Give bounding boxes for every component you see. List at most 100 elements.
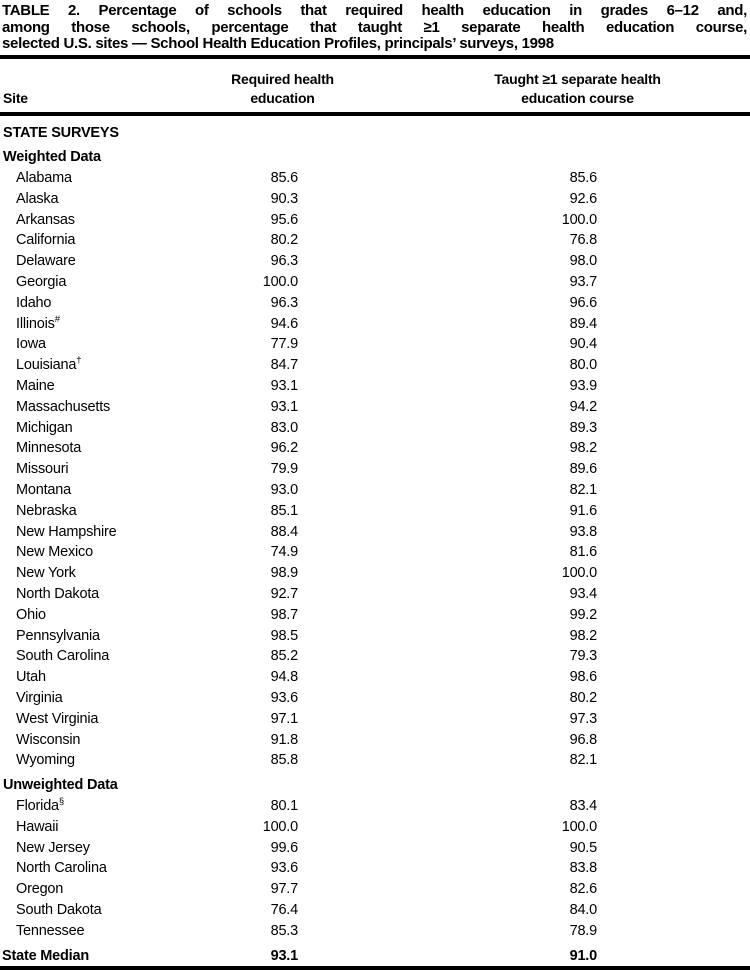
site-name: Delaware — [0, 251, 213, 272]
row-filler — [597, 230, 750, 251]
col-header-site: Site — [3, 89, 28, 106]
table-row: New Hampshire 88.4 93.8 — [0, 522, 750, 543]
row-filler — [213, 775, 298, 796]
section-label: STATE SURVEYS — [3, 124, 119, 141]
site-label: California — [16, 232, 76, 249]
site-name: Idaho — [0, 293, 213, 314]
row-filler — [597, 709, 750, 730]
site-label: Idaho — [16, 294, 52, 311]
required-value: 80.2 — [270, 232, 299, 249]
footnote-marker: # — [54, 313, 60, 325]
required-value: 95.6 — [270, 211, 299, 228]
required-value: 93.6 — [270, 690, 299, 707]
taught-value: 76.8 — [569, 232, 598, 249]
table-row: Pennsylvania 98.5 98.2 — [0, 626, 750, 647]
taught-value: 84.0 — [569, 901, 598, 918]
row-filler — [597, 879, 750, 900]
title-line-2: among those schools, percentage that tau… — [2, 18, 747, 36]
site-label: Missouri — [16, 461, 69, 478]
table-row: Tennessee 85.3 78.9 — [0, 921, 750, 942]
row-filler — [597, 750, 750, 771]
site-name: Illinois# — [0, 314, 213, 335]
required-value: 94.8 — [270, 669, 299, 686]
site-label: Alaska — [16, 190, 59, 207]
table-row: Maine 93.1 93.9 — [0, 376, 750, 397]
col-header-required-line1: Required health — [231, 70, 334, 87]
required-value: 100.0 — [262, 274, 298, 291]
median-label: State Median — [0, 946, 213, 967]
table-row: California 80.2 76.8 — [0, 230, 750, 251]
row-filler — [298, 775, 597, 796]
site-label: South Carolina — [16, 648, 110, 665]
site-label: Pennsylvania — [16, 627, 100, 644]
required-value: 74.9 — [270, 544, 299, 561]
site-label: Maine — [16, 378, 55, 395]
table-row: South Carolina 85.2 79.3 — [0, 646, 750, 667]
required-value: 85.8 — [270, 752, 299, 769]
site-label: North Dakota — [16, 586, 100, 603]
rule-below-headers — [0, 111, 750, 116]
site-name: Oregon — [0, 879, 213, 900]
site-label: Tennessee — [16, 922, 85, 939]
site-name: Tennessee — [0, 921, 213, 942]
site-name: Alabama — [0, 168, 213, 189]
row-filler — [213, 147, 298, 168]
site-label: Wisconsin — [16, 731, 81, 748]
table-row: State Median 93.1 91.0 — [0, 946, 750, 967]
row-filler — [597, 522, 750, 543]
table-row: Ohio 98.7 99.2 — [0, 605, 750, 626]
row-filler — [597, 605, 750, 626]
rule-bottom — [0, 965, 750, 970]
site-name: Wyoming — [0, 750, 213, 771]
row-filler — [597, 946, 750, 967]
col-header-required-line2: education — [250, 89, 315, 106]
site-name: Michigan — [0, 418, 213, 439]
taught-value: 83.8 — [569, 860, 598, 877]
col-header-required: Required health education — [195, 70, 370, 108]
table-row: Alabama 85.6 85.6 — [0, 168, 750, 189]
taught-value: 91.0 — [569, 947, 598, 964]
taught-value: 97.3 — [569, 710, 598, 727]
taught-value: 79.3 — [569, 648, 598, 665]
taught-value: 78.9 — [569, 922, 598, 939]
site-label: Massachusetts — [16, 398, 111, 415]
site-name: Louisiana† — [0, 355, 213, 376]
site-label: Delaware — [16, 253, 76, 270]
site-label: South Dakota — [16, 901, 102, 918]
taught-value: 100.0 — [561, 211, 597, 228]
row-filler — [597, 626, 750, 647]
row-filler — [597, 858, 750, 879]
required-value: 99.6 — [270, 839, 299, 856]
required-value: 93.6 — [270, 860, 299, 877]
site-label: State Median — [2, 947, 90, 964]
site-name: New Jersey — [0, 838, 213, 859]
site-name: New York — [0, 563, 213, 584]
taught-value: 83.4 — [569, 798, 598, 814]
site-name: New Mexico — [0, 542, 213, 563]
required-value: 98.5 — [270, 627, 299, 644]
title-line-3: selected U.S. sites — School Health Educ… — [2, 35, 554, 52]
table-row: New Mexico 74.9 81.6 — [0, 542, 750, 563]
taught-value: 98.2 — [569, 440, 598, 457]
col-header-taught-line2: education course — [521, 89, 634, 106]
row-filler — [597, 775, 750, 796]
required-value: 85.1 — [270, 502, 299, 519]
table-row: New York 98.9 100.0 — [0, 563, 750, 584]
col-header-taught: Taught ≥1 separate health education cour… — [435, 70, 720, 108]
row-filler — [298, 123, 597, 144]
site-name: Maine — [0, 376, 213, 397]
site-label: Iowa — [16, 336, 46, 353]
table-row: Hawaii 100.0 100.0 — [0, 817, 750, 838]
site-name: North Dakota — [0, 584, 213, 605]
table-row: Virginia 93.6 80.2 — [0, 688, 750, 709]
taught-value: 98.2 — [569, 627, 598, 644]
required-value: 84.7 — [270, 357, 299, 374]
row-filler — [298, 147, 597, 168]
row-filler — [597, 646, 750, 667]
site-label: New Mexico — [16, 544, 93, 561]
row-filler — [597, 900, 750, 921]
table-row: Louisiana† 84.7 80.0 — [0, 355, 750, 376]
taught-value: 94.2 — [569, 398, 598, 415]
site-label: Hawaii — [16, 818, 59, 835]
required-value: 97.7 — [270, 881, 299, 898]
